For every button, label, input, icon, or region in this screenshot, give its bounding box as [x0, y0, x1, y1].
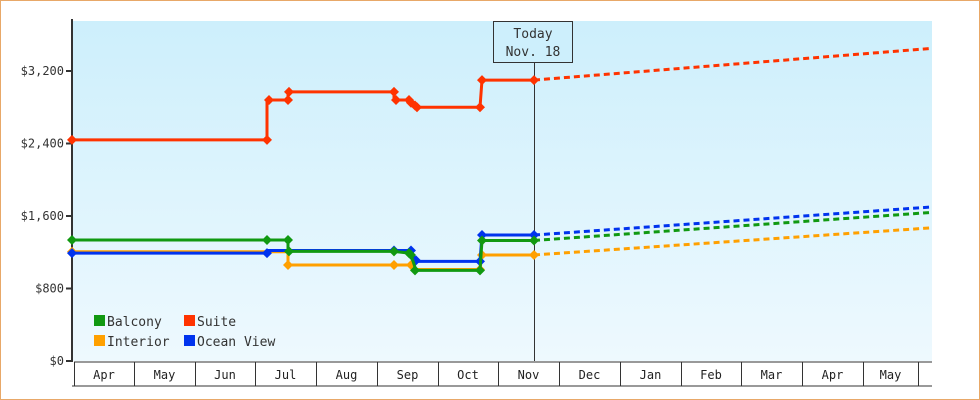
data-point-marker	[389, 246, 399, 257]
month-label: Oct	[457, 368, 479, 382]
data-point-marker	[262, 248, 272, 259]
today-date: Nov. 18	[506, 45, 561, 60]
month-label: May	[880, 368, 902, 382]
legend-swatch	[94, 335, 105, 346]
data-point-marker	[477, 75, 487, 86]
month-label: Aug	[336, 368, 358, 382]
y-axis: $0 $800 $1,600 $2,400 $3,200	[21, 19, 73, 368]
month-label: Sep	[397, 368, 419, 382]
y-tick-label: $0	[50, 354, 64, 368]
data-point-marker	[262, 235, 272, 246]
data-point-marker	[529, 75, 539, 86]
series-suite	[67, 46, 933, 145]
data-point-marker	[284, 86, 294, 97]
month-label: Jul	[275, 368, 297, 382]
legend-label: Suite	[197, 315, 236, 330]
data-point-marker	[529, 249, 539, 260]
month-label: Apr	[822, 368, 844, 382]
data-point-marker	[391, 95, 401, 105]
legend-swatch	[184, 315, 195, 326]
y-tick-label: $800	[35, 282, 64, 296]
month-label: Apr	[93, 368, 115, 382]
data-point-marker	[67, 248, 77, 259]
y-tick-label: $2,400	[21, 137, 64, 151]
data-point-marker	[284, 246, 294, 257]
today-marker: Today Nov. 18	[493, 21, 573, 361]
series-lines	[67, 46, 933, 276]
data-point-marker	[477, 235, 487, 246]
projection-line	[533, 46, 933, 82]
series-balcony	[67, 210, 933, 276]
data-point-marker	[406, 249, 416, 260]
data-point-marker	[283, 259, 293, 270]
data-point-marker	[389, 259, 399, 270]
legend-label: Interior	[107, 335, 170, 350]
data-point-marker	[412, 102, 422, 113]
data-point-marker	[262, 134, 272, 145]
data-point-marker	[67, 134, 77, 145]
legend-label: Ocean View	[197, 335, 275, 350]
month-label: Dec	[579, 368, 601, 382]
data-point-marker	[529, 235, 539, 246]
month-label: Jan	[640, 368, 662, 382]
data-point-marker	[475, 265, 485, 276]
x-axis: Apr May Jun Jul Aug Sep Oct Nov Dec Jan Feb Mar Apr M…	[72, 361, 932, 387]
month-label: Jun	[214, 368, 236, 382]
legend: Balcony Suite Interior Ocean View	[94, 315, 275, 350]
data-point-marker	[475, 102, 485, 113]
legend-swatch	[184, 335, 195, 346]
month-label: Mar	[761, 368, 783, 382]
today-box	[493, 21, 573, 63]
data-point-marker	[67, 235, 77, 246]
plot-area	[72, 21, 932, 361]
data-point-marker	[389, 86, 399, 97]
projection-line	[533, 205, 933, 237]
legend-label: Balcony	[107, 315, 162, 330]
month-label: Nov	[518, 368, 540, 382]
projection-line	[533, 226, 933, 257]
y-tick-label: $1,600	[21, 209, 64, 223]
data-point-marker	[477, 230, 487, 241]
month-label: May	[154, 368, 176, 382]
data-point-marker	[410, 265, 420, 276]
today-label: Today	[513, 27, 552, 42]
data-point-marker	[283, 95, 293, 105]
data-point-marker	[264, 95, 274, 105]
data-point-marker	[529, 230, 539, 241]
projection-line	[533, 210, 933, 242]
y-tick-label: $3,200	[21, 64, 64, 78]
month-label: Feb	[700, 368, 722, 382]
data-point-marker	[283, 235, 293, 246]
legend-swatch	[94, 315, 105, 326]
